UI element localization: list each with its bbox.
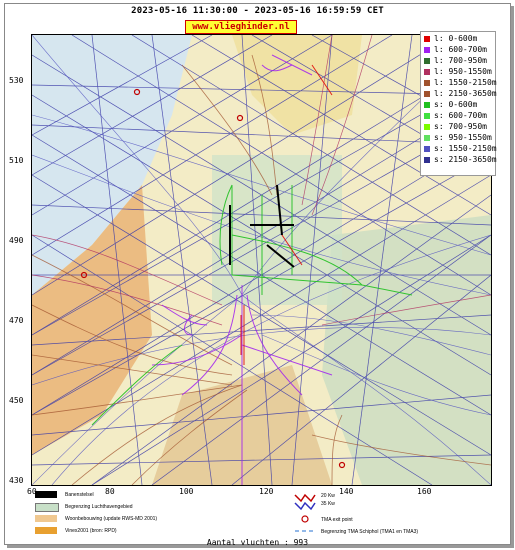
- y-tick-label: 490: [9, 236, 24, 245]
- legend-swatch: [424, 90, 430, 97]
- legend-label: l: 0-600m: [434, 34, 478, 43]
- footer-label: Begrenzing Luchthavengebied: [65, 504, 133, 510]
- legend-swatch: [424, 112, 430, 119]
- legend-label: s: 950-1550m: [434, 133, 492, 142]
- legend-label: s: 1550-2150m: [434, 144, 497, 153]
- kw20-label: 20 Kw: [321, 493, 335, 499]
- legend-swatch: [424, 57, 430, 64]
- tma-exit-points: [80, 88, 346, 469]
- y-tick-label: 530: [9, 76, 24, 85]
- legend-item: l: 600-700m: [424, 45, 487, 55]
- legend-swatch: [424, 35, 430, 42]
- legend-item: s: 700-950m: [424, 122, 487, 132]
- x-tick-label: 80: [105, 487, 115, 496]
- legend-label: s: 0-600m: [434, 100, 478, 109]
- legend-item: l: 2150-3650m: [424, 89, 497, 99]
- x-tick-label: 100: [179, 487, 194, 496]
- kw35-label: 35 Kw: [321, 501, 335, 507]
- legend-swatch: [424, 134, 430, 141]
- tma-exit-icon: [301, 515, 309, 523]
- site-badge[interactable]: www.vlieghinder.nl: [185, 20, 297, 34]
- legend-swatch: [424, 68, 430, 75]
- legend-swatch: [424, 79, 430, 86]
- altitude-legend: l: 0-600m l: 600-700m l: 700-950m l: 950…: [420, 31, 497, 176]
- y-tick-label: 450: [9, 396, 24, 405]
- rural-area-east: [322, 215, 491, 485]
- map-footer-legend: Banenstelsel Begrenzing Luchthavengebied…: [31, 489, 490, 539]
- legend-item: s: 0-600m: [424, 100, 477, 110]
- legend-label: l: 1550-2150m: [434, 78, 497, 87]
- legend-swatch: [424, 156, 430, 163]
- vinex-swatch: [35, 527, 57, 534]
- flight-tracks-magenta: [32, 35, 491, 326]
- legend-swatch: [424, 46, 430, 53]
- footer-label: Banenstelsel: [65, 492, 94, 498]
- x-tick-label: 60: [27, 487, 37, 496]
- legend-label: l: 2150-3650m: [434, 89, 497, 98]
- legend-swatch: [424, 145, 430, 152]
- tma-exit-label: TMA exit point: [321, 517, 353, 523]
- legend-item: s: 2150-3650m: [424, 155, 497, 165]
- sea-area: [32, 35, 192, 295]
- flight-tracks-green: [91, 184, 413, 426]
- x-tick-label: 120: [259, 487, 274, 496]
- tma-border-label: Begrenzing TMA Schiphol (TMA1 en TMA3): [321, 529, 419, 535]
- legend-label: s: 700-950m: [434, 122, 487, 131]
- legend-item: s: 1550-2150m: [424, 144, 497, 154]
- legend-label: l: 950-1550m: [434, 67, 492, 76]
- legend-swatch: [424, 101, 430, 108]
- runways: [229, 184, 295, 268]
- footer-label: Woonbebouwing (update RWS-MD 2001): [65, 516, 158, 522]
- y-tick-label: 510: [9, 156, 24, 165]
- page-title: 2023-05-16 11:30:00 - 2023-05-16 16:59:5…: [131, 6, 384, 16]
- x-tick-label: 140: [339, 487, 354, 496]
- noise-contour-icon: [294, 493, 316, 532]
- map-frame: 2023-05-16 11:30:00 - 2023-05-16 16:59:5…: [4, 3, 511, 547]
- runway-swatch: [35, 491, 57, 498]
- footer-label: Vinex2001 (bron: RPD): [65, 528, 117, 534]
- legend-item: s: 950-1550m: [424, 133, 492, 143]
- flight-tracks-purple: [151, 54, 333, 485]
- airport-zone-swatch: [35, 503, 59, 512]
- y-tick-label: 470: [9, 316, 24, 325]
- legend-label: s: 2150-3650m: [434, 155, 497, 164]
- legend-item: l: 1550-2150m: [424, 78, 497, 88]
- legend-label: l: 600-700m: [434, 45, 487, 54]
- flight-tracks-red: [240, 64, 333, 365]
- legend-item: l: 0-600m: [424, 34, 477, 44]
- legend-item: l: 700-950m: [424, 56, 487, 66]
- y-tick-label: 430: [9, 476, 24, 485]
- flights-count: Aantal vluchten : 993: [206, 538, 309, 547]
- map-canvas[interactable]: [31, 34, 492, 486]
- legend-item: l: 950-1550m: [424, 67, 492, 77]
- legend-swatch: [424, 123, 430, 130]
- x-tick-label: 160: [417, 487, 432, 496]
- housing-swatch: [35, 515, 57, 522]
- legend-label: l: 700-950m: [434, 56, 487, 65]
- map-svg: [32, 35, 491, 485]
- urban-area-west: [32, 185, 152, 455]
- legend-label: s: 600-700m: [434, 111, 487, 120]
- legend-item: s: 600-700m: [424, 111, 487, 121]
